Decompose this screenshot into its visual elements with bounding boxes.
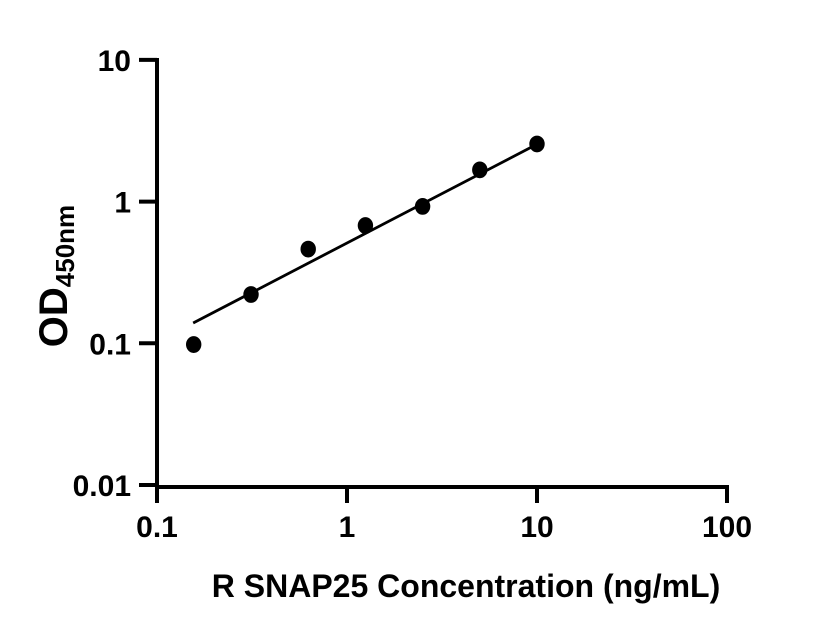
y-axis-tick-label: 0.01	[73, 470, 131, 503]
y-axis-tick-label: 0.1	[89, 328, 131, 361]
y-axis-title: OD450nm	[32, 205, 80, 347]
data-point	[529, 135, 545, 153]
x-axis-tick-label: 1	[339, 511, 356, 544]
y-axis-tick-label: 1	[114, 187, 131, 220]
x-axis-title: R SNAP25 Concentration (ng/mL)	[212, 568, 720, 604]
data-point	[472, 161, 488, 179]
data-point	[357, 217, 374, 234]
x-axis-tick-label: 100	[702, 511, 752, 544]
data-point	[243, 286, 259, 303]
data-point	[300, 240, 316, 258]
y-axis-tick-label: 10	[98, 45, 131, 78]
x-axis-tick-label: 10	[520, 511, 553, 544]
data-point	[185, 336, 202, 353]
data-point	[414, 197, 431, 215]
x-axis-tick-label: 0.1	[136, 511, 178, 544]
